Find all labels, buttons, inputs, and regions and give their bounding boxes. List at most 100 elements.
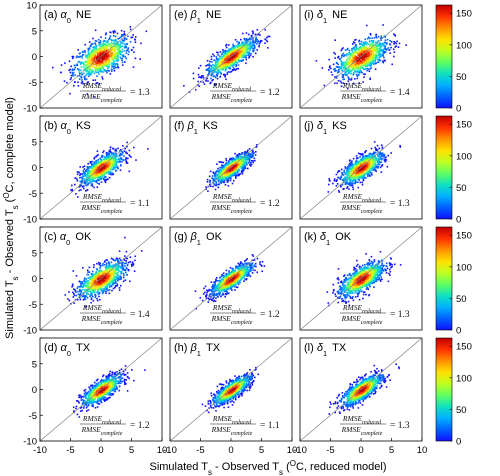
- density-point: [229, 63, 231, 65]
- density-point: [360, 63, 363, 66]
- density-point: [129, 28, 132, 31]
- density-point: [233, 171, 236, 173]
- density-point: [217, 183, 220, 186]
- density-point: [115, 152, 117, 154]
- density-point: [206, 77, 208, 80]
- density-point: [116, 166, 119, 168]
- density-point: [102, 173, 105, 175]
- density-point: [238, 43, 240, 45]
- density-point: [98, 47, 101, 50]
- density-point: [247, 167, 249, 170]
- density-point: [194, 88, 197, 91]
- density-point: [378, 59, 381, 61]
- density-point: [232, 64, 235, 66]
- density-point: [240, 46, 243, 48]
- density-point: [241, 158, 244, 160]
- panel-title: (b) α0 KS: [44, 120, 91, 136]
- density-point: [224, 163, 227, 165]
- density-point: [82, 175, 84, 178]
- density-point: [107, 59, 110, 62]
- density-point: [94, 42, 96, 44]
- density-point: [343, 66, 345, 69]
- density-point: [213, 178, 216, 180]
- density-point: [366, 59, 369, 61]
- density-point: [86, 176, 88, 179]
- density-point: [85, 170, 87, 172]
- density-point: [333, 178, 336, 180]
- density-point: [91, 58, 93, 60]
- density-point: [244, 56, 246, 58]
- density-point: [209, 183, 211, 186]
- density-point: [113, 165, 115, 167]
- density-point: [377, 155, 379, 157]
- density-point: [361, 44, 363, 46]
- density-point: [79, 180, 82, 183]
- density-point: [71, 68, 74, 71]
- density-point: [233, 63, 236, 66]
- density-point: [243, 165, 246, 168]
- density-point: [71, 72, 74, 74]
- density-point: [221, 63, 224, 66]
- y-tick-label: -10: [23, 215, 37, 226]
- density-point: [256, 41, 259, 43]
- density-point: [93, 175, 95, 177]
- density-point: [102, 71, 104, 73]
- density-point: [90, 170, 93, 172]
- density-point: [69, 68, 71, 71]
- density-point: [91, 163, 94, 165]
- density-point: [243, 38, 246, 41]
- density-point: [106, 55, 108, 58]
- density-point: [348, 53, 351, 55]
- density-point: [349, 182, 351, 184]
- density-point: [340, 49, 343, 52]
- density-point: [85, 74, 87, 77]
- density-point: [254, 46, 256, 49]
- density-point: [369, 78, 371, 80]
- density-point: [241, 48, 244, 51]
- density-point: [101, 78, 104, 80]
- density-point: [369, 40, 371, 42]
- density-point: [88, 49, 90, 51]
- y-tick-label: 5: [32, 26, 37, 37]
- density-point: [346, 74, 348, 76]
- density-point: [221, 172, 224, 174]
- density-point: [103, 158, 105, 161]
- density-point: [241, 163, 243, 165]
- density-point: [213, 71, 215, 74]
- density-point: [220, 182, 223, 184]
- density-point: [212, 178, 214, 180]
- density-point: [89, 45, 92, 48]
- density-point: [264, 42, 266, 44]
- density-point: [108, 165, 111, 167]
- density-point: [377, 165, 380, 168]
- density-point: [369, 165, 371, 167]
- density-point: [235, 177, 237, 179]
- density-point: [356, 67, 359, 70]
- density-point: [105, 70, 108, 72]
- density-point: [112, 173, 115, 176]
- density-point: [374, 41, 377, 44]
- density-point: [86, 81, 89, 84]
- density-point: [99, 68, 102, 71]
- density-point: [90, 43, 93, 46]
- density-point: [240, 55, 242, 58]
- density-point: [93, 161, 96, 163]
- density-point: [116, 63, 118, 65]
- density-point: [246, 158, 249, 160]
- density-point: [228, 162, 231, 164]
- density-point: [229, 54, 232, 56]
- density-point: [374, 68, 377, 70]
- density-point: [96, 176, 98, 178]
- density-point: [357, 71, 360, 74]
- density-point: [362, 64, 365, 67]
- density-point: [364, 63, 367, 66]
- density-point: [211, 177, 213, 179]
- density-point: [225, 66, 228, 68]
- density-point: [95, 159, 98, 162]
- density-point: [120, 42, 123, 44]
- density-point: [336, 179, 338, 181]
- density-point: [106, 158, 108, 161]
- density-point: [378, 52, 380, 55]
- density-point: [333, 179, 336, 182]
- density-point: [213, 59, 215, 61]
